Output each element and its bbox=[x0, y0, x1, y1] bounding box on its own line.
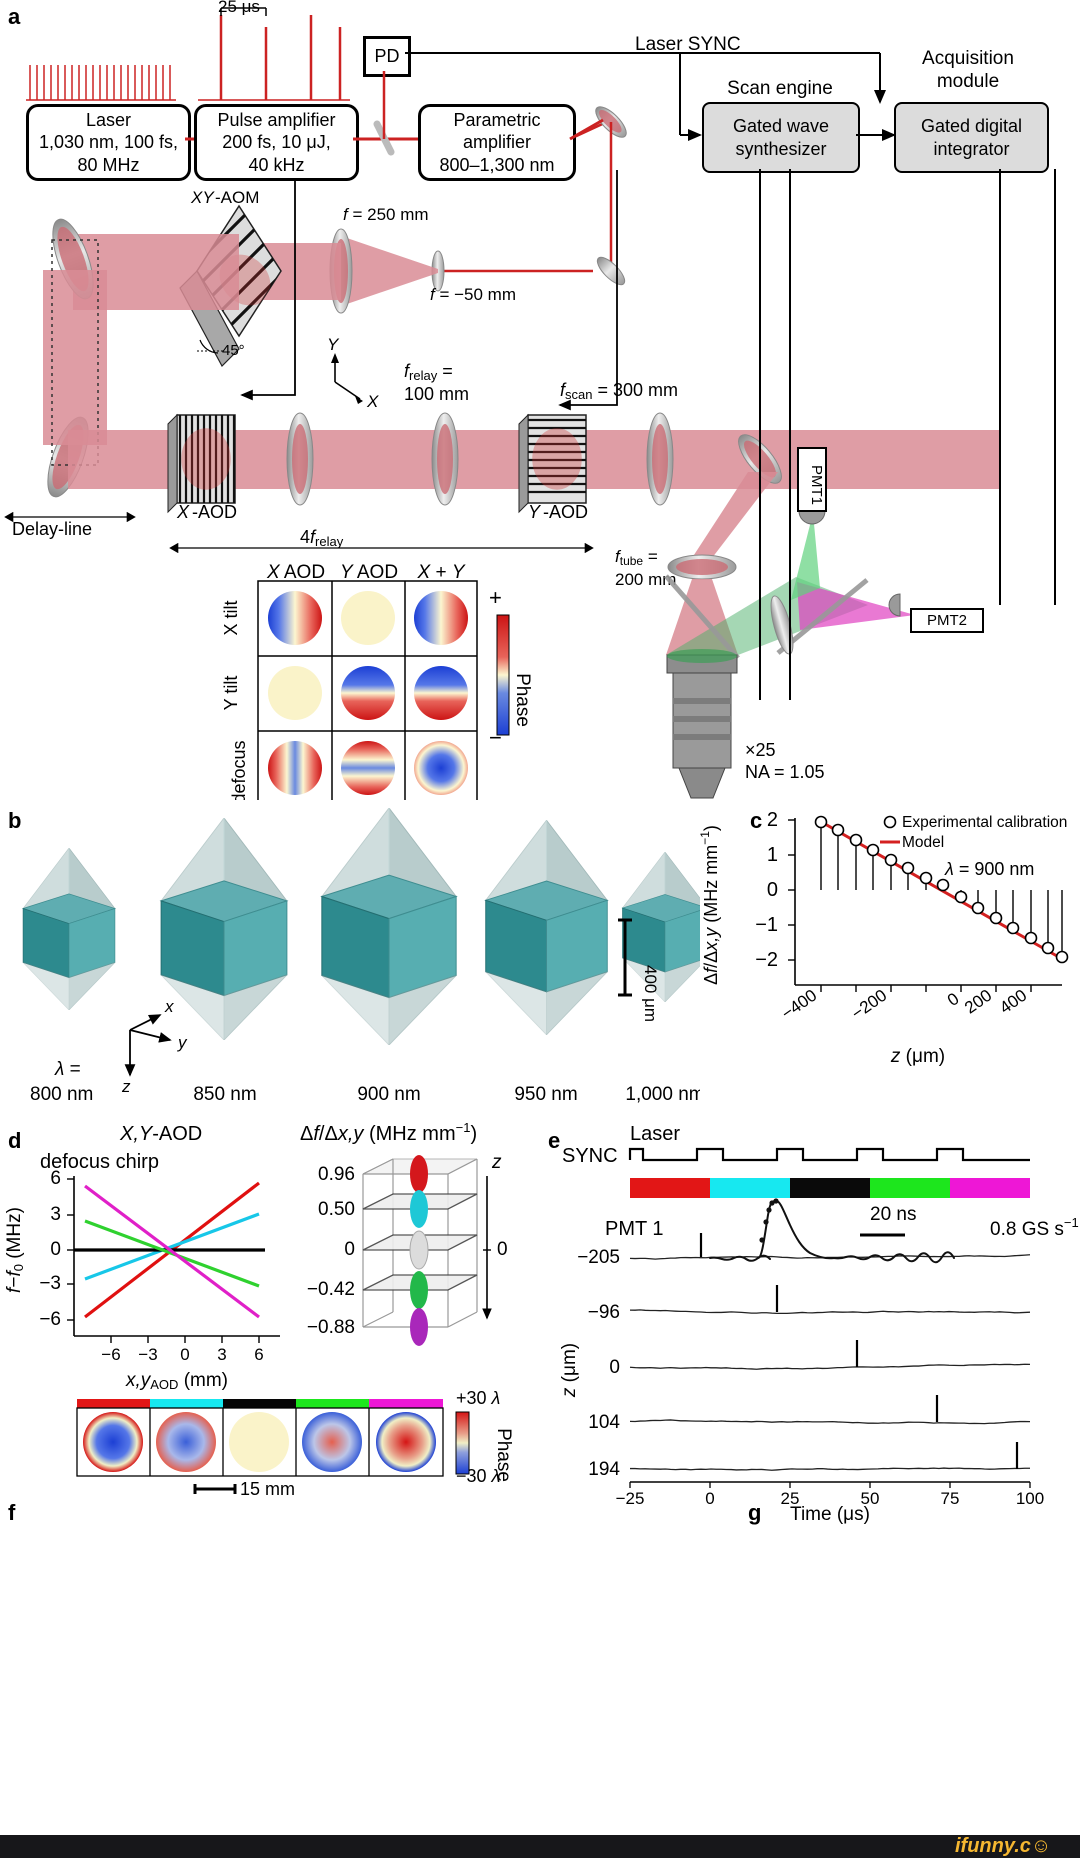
svg-text:0: 0 bbox=[180, 1345, 189, 1364]
svg-text:Time (μs): Time (μs) bbox=[790, 1504, 870, 1525]
svg-text:1,000 nm: 1,000 nm bbox=[625, 1084, 700, 1105]
svg-text:3: 3 bbox=[50, 1204, 61, 1225]
svg-text:20 ns: 20 ns bbox=[870, 1204, 916, 1225]
svg-text:−400: −400 bbox=[778, 986, 820, 1024]
svg-text:−1: −1 bbox=[755, 914, 778, 936]
svg-text:25 μs: 25 μs bbox=[218, 0, 260, 16]
svg-text:Model: Model bbox=[902, 834, 944, 851]
svg-text:0: 0 bbox=[344, 1239, 355, 1260]
svg-text:194: 194 bbox=[588, 1459, 620, 1480]
svg-text:−6: −6 bbox=[101, 1345, 120, 1364]
svg-text:−3: −3 bbox=[39, 1273, 61, 1294]
svg-text:+30 λ: +30 λ bbox=[456, 1388, 500, 1408]
svg-text:f−f0 (MHz): f−f0 (MHz) bbox=[4, 1207, 26, 1293]
svg-text:−3: −3 bbox=[138, 1345, 157, 1364]
svg-text:y: y bbox=[177, 1033, 188, 1052]
svg-text:z (μm): z (μm) bbox=[559, 1343, 580, 1398]
svg-text:1: 1 bbox=[767, 844, 778, 866]
svg-text:Δf/Δx,y (MHz mm−1): Δf/Δx,y (MHz mm−1) bbox=[700, 825, 721, 985]
svg-text:X,Y-AOD: X,Y-AOD bbox=[119, 1123, 202, 1145]
svg-text:−205: −205 bbox=[577, 1247, 620, 1268]
svg-text:100: 100 bbox=[1016, 1489, 1044, 1508]
svg-text:6: 6 bbox=[50, 1168, 61, 1189]
svg-text:0: 0 bbox=[50, 1239, 61, 1260]
svg-text:Laser: Laser bbox=[630, 1123, 680, 1145]
svg-text:950 nm: 950 nm bbox=[514, 1084, 577, 1105]
svg-text:6: 6 bbox=[254, 1345, 263, 1364]
svg-text:75: 75 bbox=[941, 1489, 960, 1508]
svg-text:0.8 GS s−1: 0.8 GS s−1 bbox=[990, 1215, 1079, 1240]
svg-text:SYNC: SYNC bbox=[562, 1145, 618, 1167]
svg-text:400 μm: 400 μm bbox=[641, 965, 660, 1022]
svg-text:−6: −6 bbox=[39, 1309, 61, 1330]
svg-text:200: 200 bbox=[961, 986, 995, 1018]
svg-text:15 mm: 15 mm bbox=[240, 1479, 295, 1499]
svg-text:−96: −96 bbox=[588, 1302, 620, 1323]
svg-text:2: 2 bbox=[767, 809, 778, 831]
svg-text:−0.88: −0.88 bbox=[307, 1317, 355, 1338]
svg-text:z: z bbox=[121, 1077, 131, 1096]
svg-text:−0.42: −0.42 bbox=[307, 1279, 355, 1300]
svg-text:0: 0 bbox=[497, 1239, 508, 1260]
svg-text:0: 0 bbox=[944, 989, 963, 1010]
svg-text:800 nm: 800 nm bbox=[30, 1084, 93, 1105]
svg-text:λ =: λ = bbox=[54, 1059, 81, 1080]
svg-text:Δf/Δx,y (MHz mm−1): Δf/Δx,y (MHz mm−1) bbox=[300, 1120, 477, 1145]
svg-text:−25: −25 bbox=[616, 1489, 645, 1508]
svg-text:Phase: Phase bbox=[493, 1428, 514, 1482]
svg-text:3: 3 bbox=[217, 1345, 226, 1364]
svg-text:0: 0 bbox=[705, 1489, 714, 1508]
svg-text:z (μm): z (μm) bbox=[890, 1046, 945, 1067]
svg-text:−200: −200 bbox=[848, 986, 890, 1024]
svg-text:850 nm: 850 nm bbox=[193, 1084, 256, 1105]
svg-text:0: 0 bbox=[609, 1357, 620, 1378]
svg-text:0: 0 bbox=[767, 879, 778, 901]
svg-text:900 nm: 900 nm bbox=[357, 1084, 420, 1105]
svg-text:0.50: 0.50 bbox=[318, 1199, 355, 1220]
svg-text:104: 104 bbox=[588, 1412, 620, 1433]
svg-text:z: z bbox=[491, 1152, 502, 1173]
svg-text:0.96: 0.96 bbox=[318, 1164, 355, 1185]
svg-text:PMT 1: PMT 1 bbox=[605, 1218, 664, 1240]
svg-text:Experimental calibration: Experimental calibration bbox=[902, 814, 1067, 831]
svg-text:λ = 900 nm: λ = 900 nm bbox=[944, 859, 1034, 879]
svg-text:400: 400 bbox=[996, 986, 1030, 1018]
svg-text:x,yAOD (mm): x,yAOD (mm) bbox=[125, 1370, 228, 1392]
svg-text:x: x bbox=[164, 997, 174, 1016]
svg-text:−2: −2 bbox=[755, 949, 778, 971]
